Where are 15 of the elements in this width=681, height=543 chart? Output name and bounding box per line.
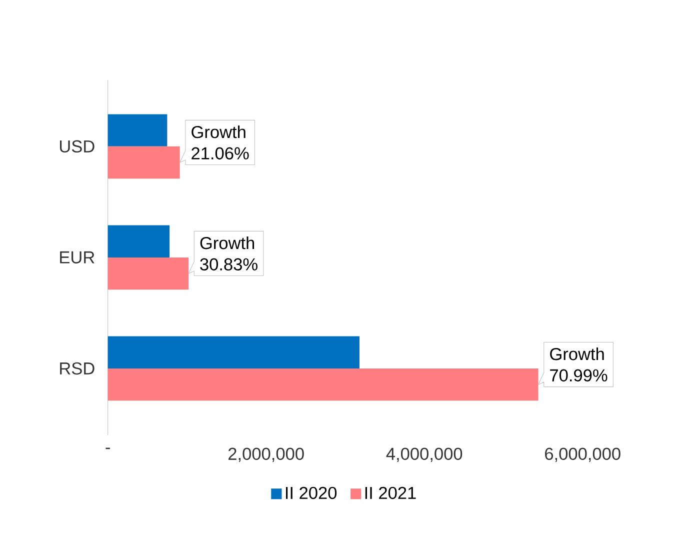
legend-label: II 2020 xyxy=(286,486,337,500)
legend-label: II 2021 xyxy=(365,486,416,500)
annotation: Growth 30.83% xyxy=(200,236,258,271)
y-tick-label: USD xyxy=(60,140,94,153)
bar xyxy=(108,114,168,146)
x-tick-label: 4,000,000 xyxy=(386,448,462,462)
y-tick-label: RSD xyxy=(60,362,94,375)
y-tick-label: EUR xyxy=(60,251,94,264)
annotation: Growth 70.99% xyxy=(550,348,608,382)
x-tick-label: - xyxy=(106,448,110,450)
bar xyxy=(108,225,170,258)
x-tick-label: 2,000,000 xyxy=(228,448,304,462)
annotation: Growth 21.06% xyxy=(192,126,249,160)
bar xyxy=(108,336,360,369)
x-tick-label: 6,000,000 xyxy=(545,448,620,462)
